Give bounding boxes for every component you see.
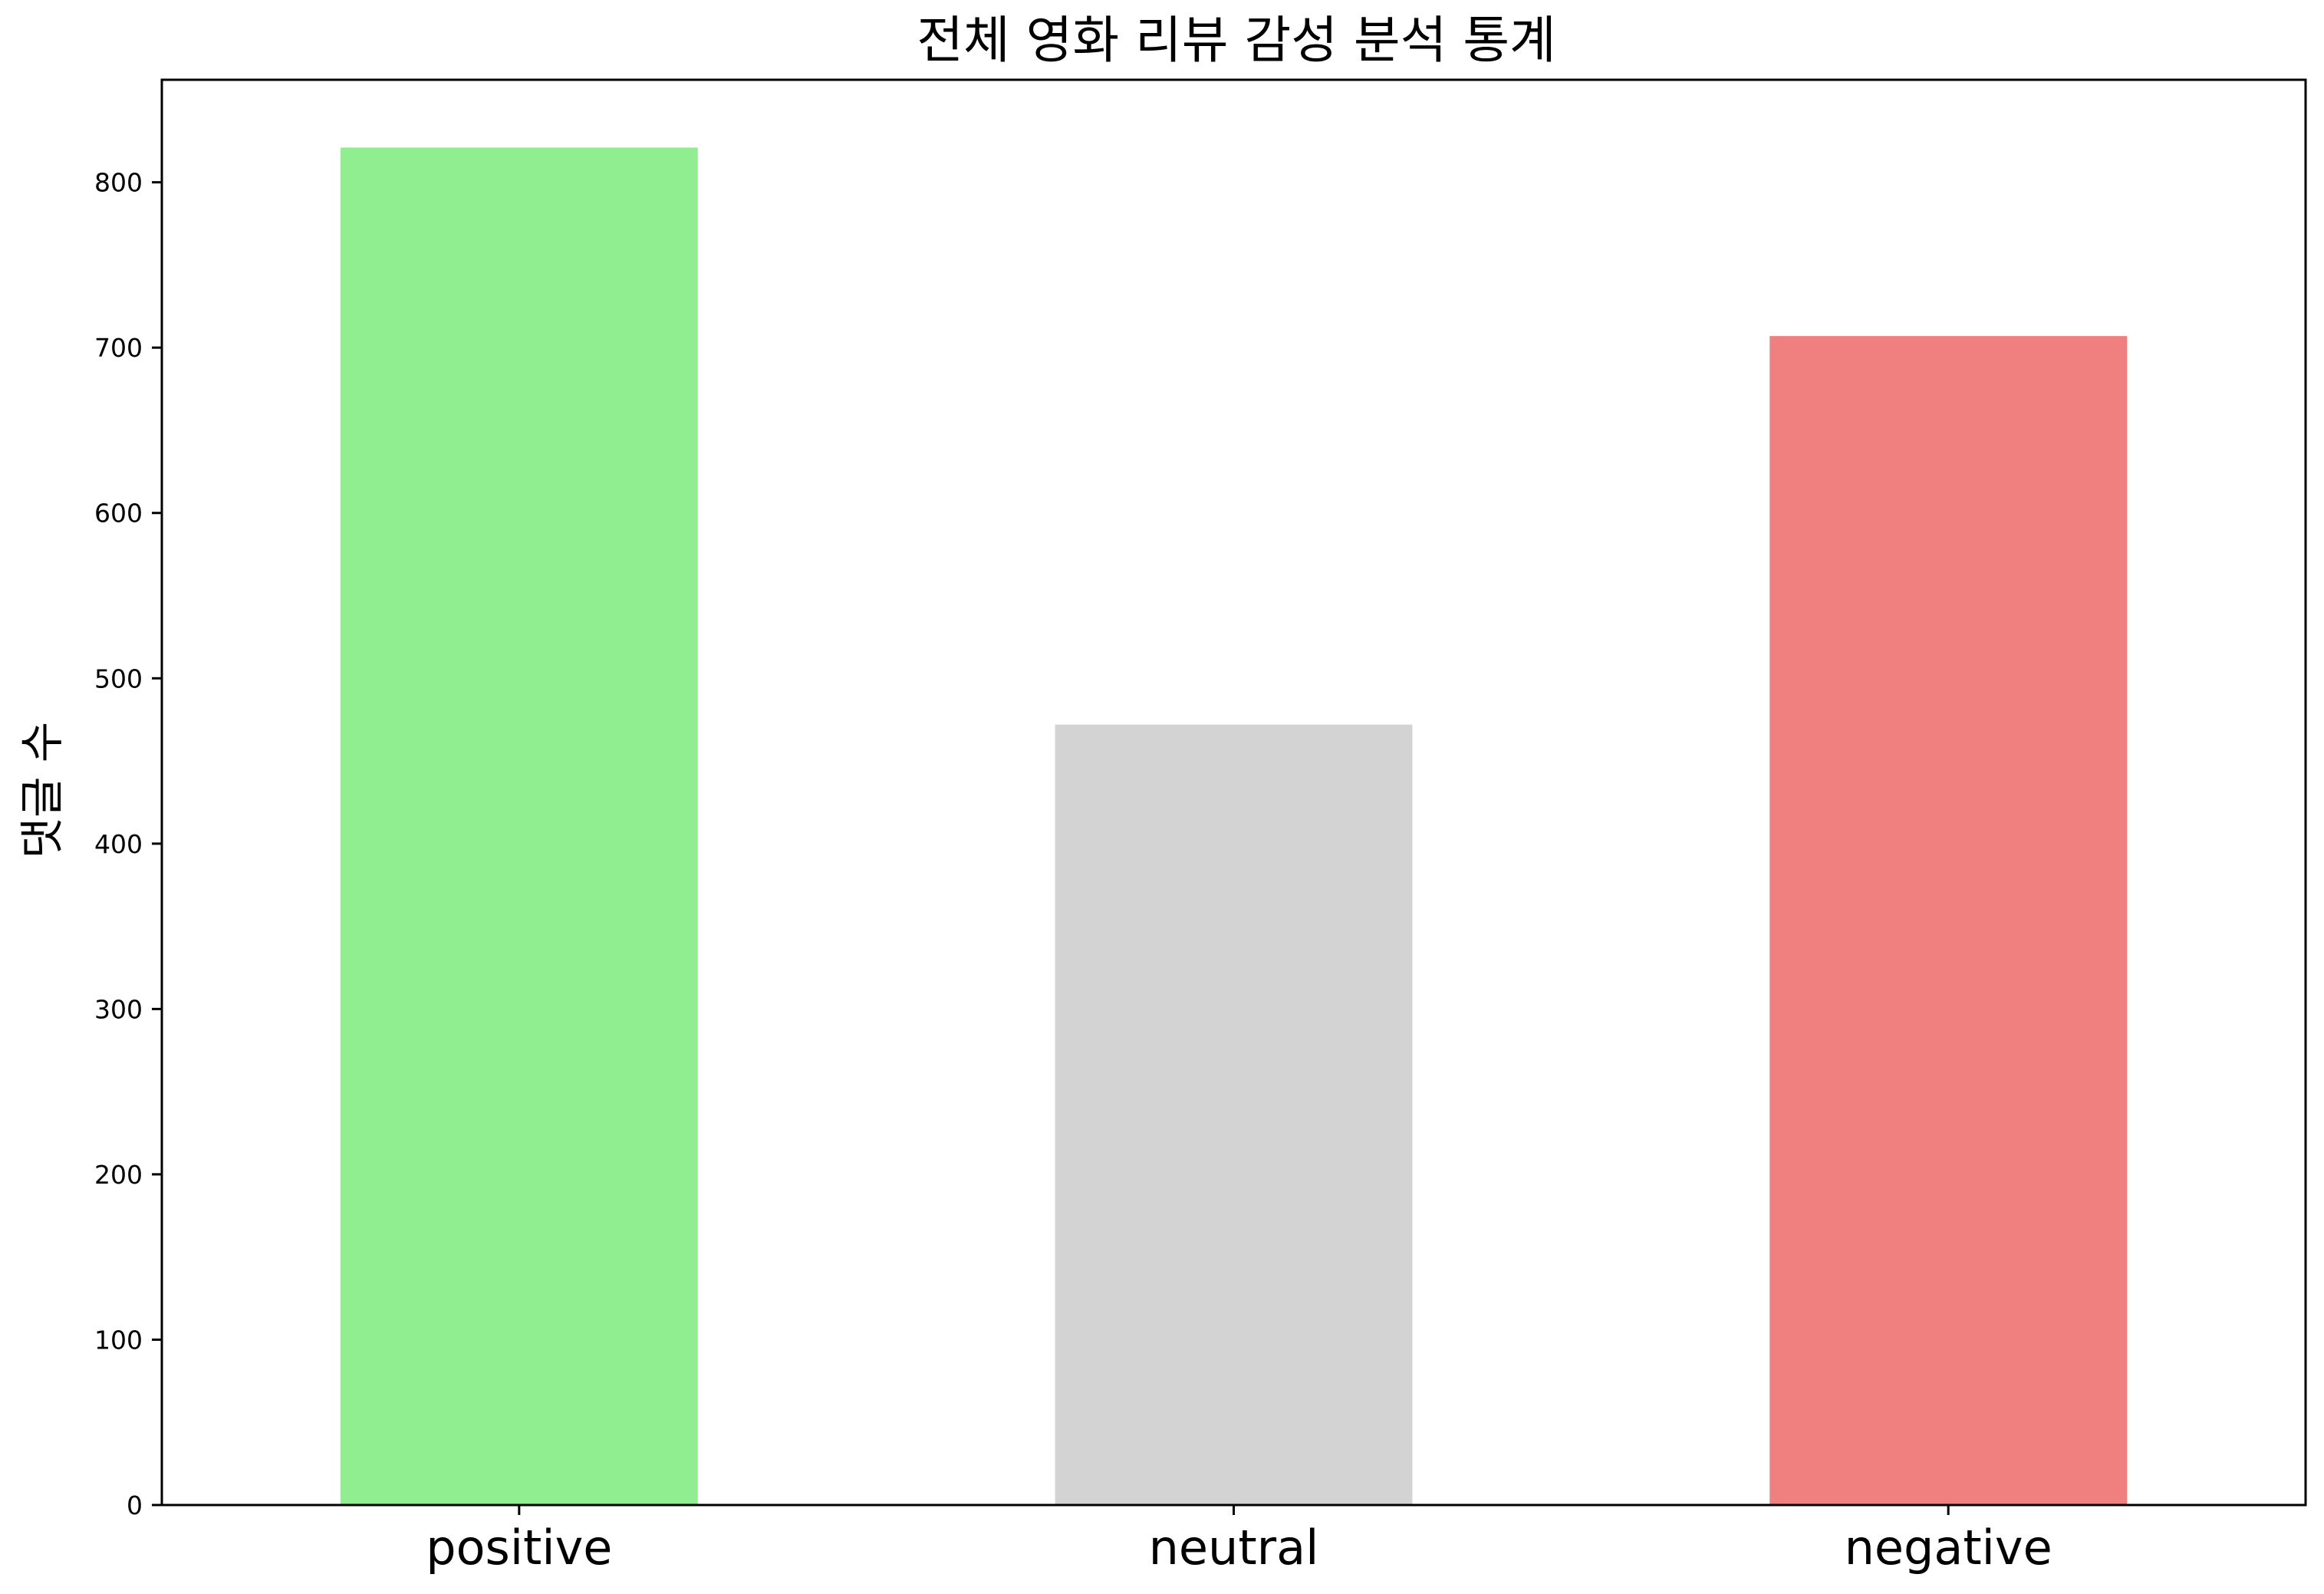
x-tick-label-positive: positive	[426, 1520, 612, 1576]
y-tick-label: 0	[127, 1490, 143, 1520]
bar-positive	[340, 147, 698, 1506]
y-tick-label: 700	[94, 333, 143, 363]
y-tick-label: 100	[94, 1325, 143, 1355]
y-axis: 0 100 200 300 400 500 600 700 800	[94, 168, 162, 1520]
y-tick-label: 600	[94, 499, 143, 529]
y-tick-label: 200	[94, 1160, 143, 1190]
bar-negative	[1769, 336, 2128, 1506]
bar-neutral	[1055, 724, 1413, 1505]
y-tick-label: 300	[94, 994, 143, 1024]
y-tick-label: 400	[94, 829, 143, 859]
y-tick-label: 800	[94, 168, 143, 198]
plot-frame	[160, 78, 2307, 1507]
y-tick-label: 500	[94, 664, 143, 693]
chart-title: 전체 영화 리뷰 감성 분석 통계	[917, 11, 1556, 70]
x-axis: positive neutral negative	[426, 1505, 2052, 1576]
y-axis-label: 댓글 수	[16, 722, 68, 859]
plot-area	[340, 147, 2128, 1506]
x-tick-label-neutral: neutral	[1149, 1520, 1319, 1576]
x-tick-label-negative: negative	[1845, 1520, 2052, 1576]
